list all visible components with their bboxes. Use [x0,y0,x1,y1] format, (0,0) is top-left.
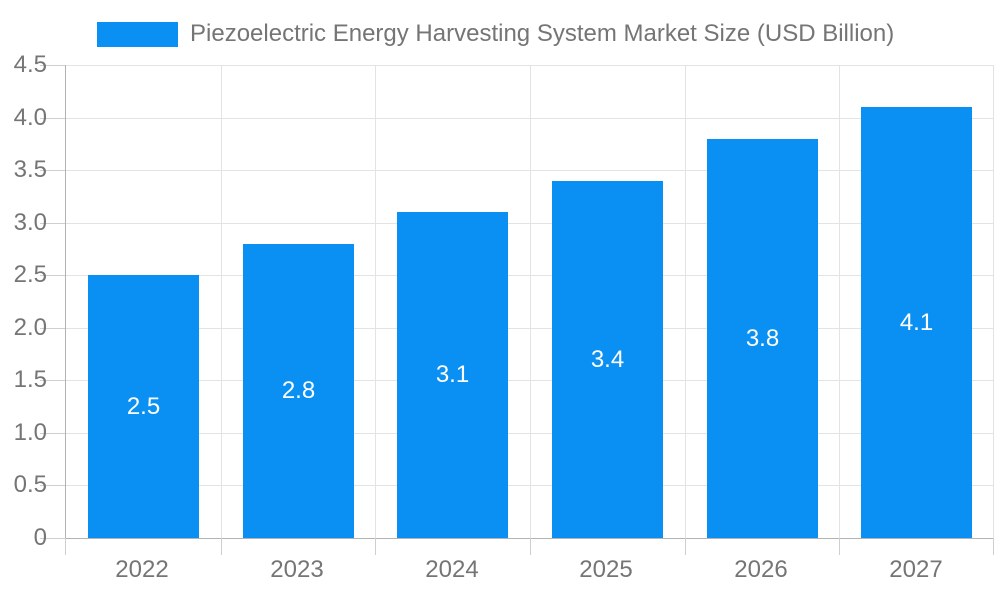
legend-label: Piezoelectric Energy Harvesting System M… [190,20,895,47]
y-tick [40,538,65,539]
x-axis-label: 2027 [889,556,943,583]
y-axis-label: 2.5 [13,261,47,288]
bar-value-label: 3.1 [435,361,470,388]
x-axis-label: 2023 [270,556,324,583]
x-tick [993,538,994,555]
y-axis-label: 0.5 [13,471,47,498]
bar-value-label: 3.8 [745,324,780,352]
x-tick [65,538,66,555]
y-tick [40,170,65,171]
y-tick [40,223,65,224]
x-axis-label: 2026 [734,556,788,583]
x-axis-label: 2024 [425,556,479,583]
x-tick [685,538,686,555]
legend-swatch-icon [97,21,178,47]
plot-area: 2.5 2.8 3.1 3.4 3.8 4.1 [40,65,994,555]
y-tick [40,118,65,119]
x-axis-label: 2025 [579,556,633,583]
bar-2026[interactable]: 3.8 [707,139,818,538]
bar-value-label: 4.1 [899,308,934,336]
x-tick [375,538,376,555]
bar-2023[interactable]: 2.8 [243,244,354,538]
x-gridline [530,65,531,538]
x-axis-label: 2022 [115,556,169,583]
y-axis-label: 4.0 [13,104,47,131]
x-tick [221,538,222,555]
y-axis-label: 1.0 [13,419,47,446]
x-gridline [839,65,840,538]
bar-2024[interactable]: 3.1 [397,212,508,538]
bar-2025[interactable]: 3.4 [552,181,663,538]
y-axis-label: 2.0 [13,314,47,341]
bar-2027[interactable]: 4.1 [861,107,972,538]
y-axis-label: 1.5 [13,366,47,393]
x-gridline [993,65,994,538]
bar-2022[interactable]: 2.5 [88,275,199,538]
y-axis-label: 4.5 [13,51,47,78]
bar-value-label: 3.4 [590,345,625,373]
y-tick [40,485,65,486]
y-tick [40,433,65,434]
y-tick [40,65,65,66]
legend[interactable]: Piezoelectric Energy Harvesting System M… [97,20,894,48]
bar-value-label: 2.5 [126,392,161,420]
x-tick [530,538,531,555]
x-gridline [375,65,376,538]
y-tick [40,275,65,276]
x-gridline [221,65,222,538]
y-axis-label: 0 [33,524,47,551]
y-tick [40,380,65,381]
bar-value-label: 2.8 [281,377,316,404]
y-axis-label: 3.0 [13,209,47,236]
y-tick [40,328,65,329]
x-gridline [685,65,686,538]
x-tick [839,538,840,555]
y-axis-label: 3.5 [13,156,47,183]
